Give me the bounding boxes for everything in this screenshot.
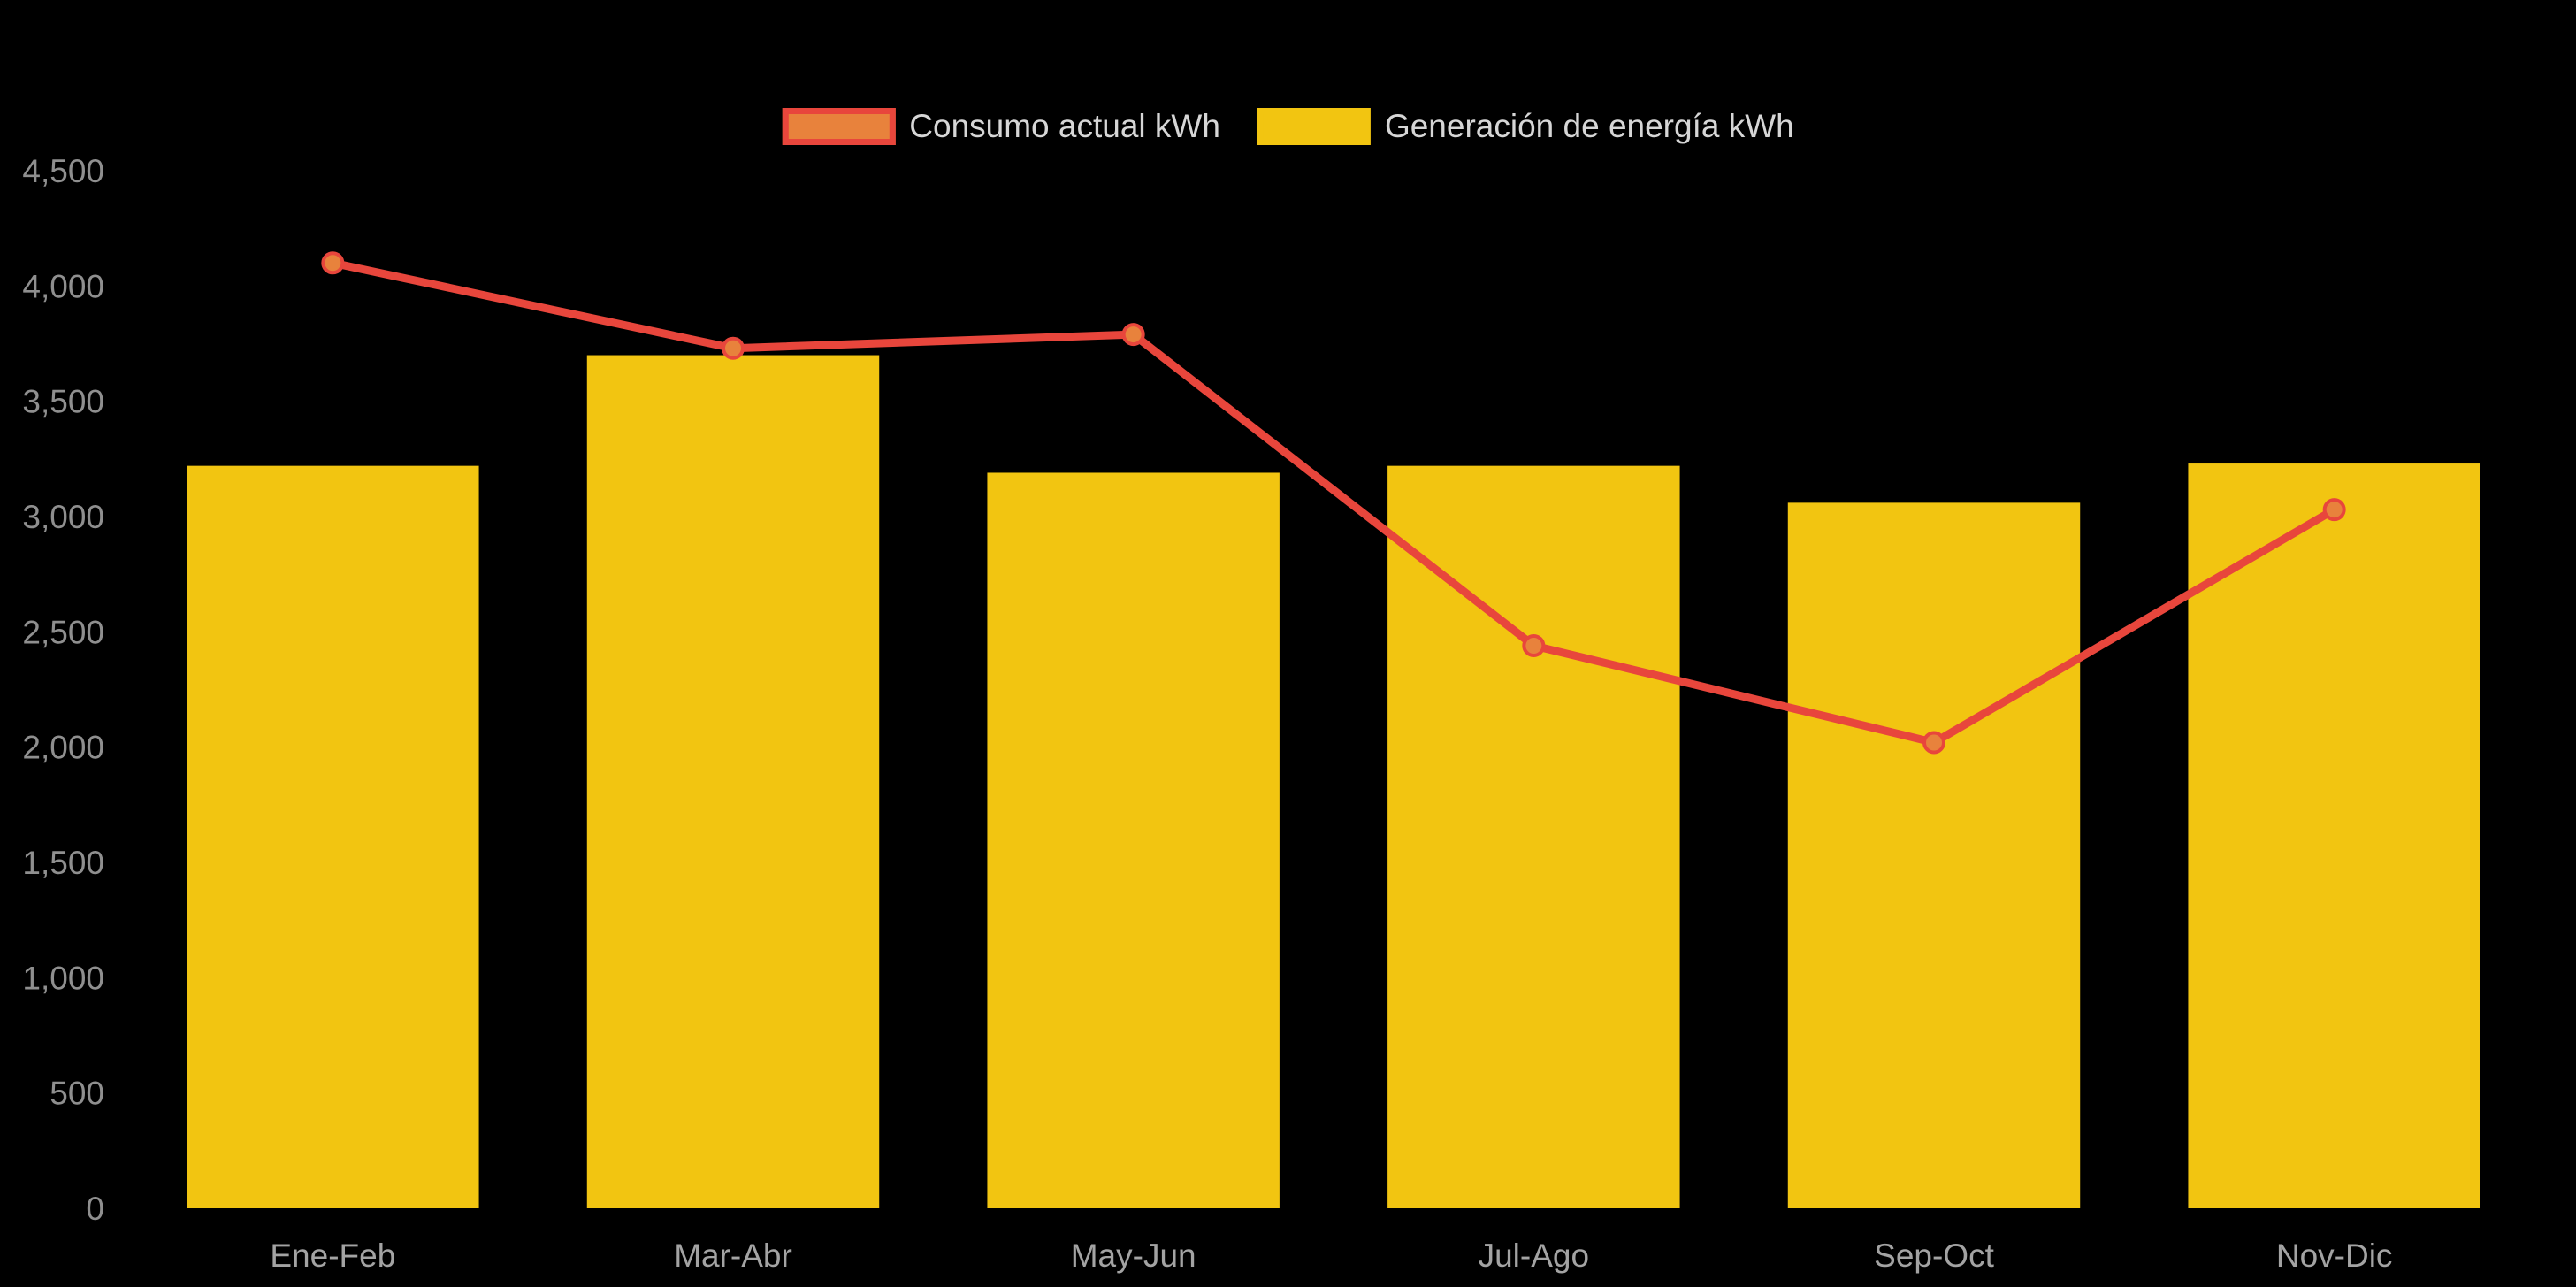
x-tick-label: Sep-Oct — [1874, 1237, 1994, 1274]
y-tick-label: 3,000 — [22, 499, 104, 535]
line-path — [328, 258, 2339, 747]
x-tick-label: Ene-Feb — [270, 1237, 395, 1274]
y-tick-label: 2,500 — [22, 614, 104, 650]
bar — [2188, 463, 2480, 1208]
y-tick-label: 2,000 — [22, 730, 104, 766]
y-tick-label: 4,500 — [22, 153, 104, 189]
x-tick-label: Jul-Ago — [1479, 1237, 1589, 1274]
bar — [1387, 465, 1680, 1208]
chart-legend: Consumo actual kWh Generación de energía… — [782, 108, 1794, 145]
line-point — [2322, 498, 2346, 522]
y-axis-labels: 0 500 1,000 1,500 2,000 2,500 3,000 3,500 4,000 4… — [22, 153, 104, 1227]
y-tick-label: 1,500 — [22, 845, 104, 881]
line-point — [1922, 731, 1945, 755]
line-point — [722, 336, 745, 360]
x-tick-label: Nov-Dic — [2276, 1237, 2393, 1274]
legend-item-generacion-energia[interactable]: Generación de energía kWh — [1257, 108, 1794, 145]
legend-swatch-consumo-icon — [782, 108, 896, 145]
y-tick-label: 0 — [86, 1191, 104, 1227]
line-series-consumo — [321, 251, 2346, 755]
line-point — [1121, 323, 1145, 347]
bar — [586, 355, 880, 1208]
bar — [987, 472, 1280, 1208]
legend-label-consumo: Consumo actual kWh — [909, 108, 1220, 144]
y-tick-label: 3,500 — [22, 384, 104, 420]
y-tick-label: 500 — [50, 1076, 104, 1112]
legend-label-generacion: Generación de energía kWh — [1384, 108, 1794, 144]
legend-swatch-generacion-icon — [1257, 108, 1371, 145]
bar — [1787, 502, 2081, 1208]
bar — [187, 465, 479, 1208]
bar-series-generacion — [187, 355, 2480, 1208]
y-tick-label: 1,000 — [22, 960, 104, 996]
line-point — [1522, 633, 1546, 657]
legend-item-consumo-actual[interactable]: Consumo actual kWh — [782, 108, 1220, 145]
x-axis-labels: Ene-Feb Mar-Abr May-Jun Jul-Ago Sep-Oct Nov-D… — [270, 1237, 2392, 1274]
x-tick-label: May-Jun — [1071, 1237, 1196, 1274]
x-tick-label: Mar-Abr — [674, 1237, 792, 1274]
y-tick-label: 4,000 — [22, 268, 104, 304]
line-point — [321, 251, 345, 275]
